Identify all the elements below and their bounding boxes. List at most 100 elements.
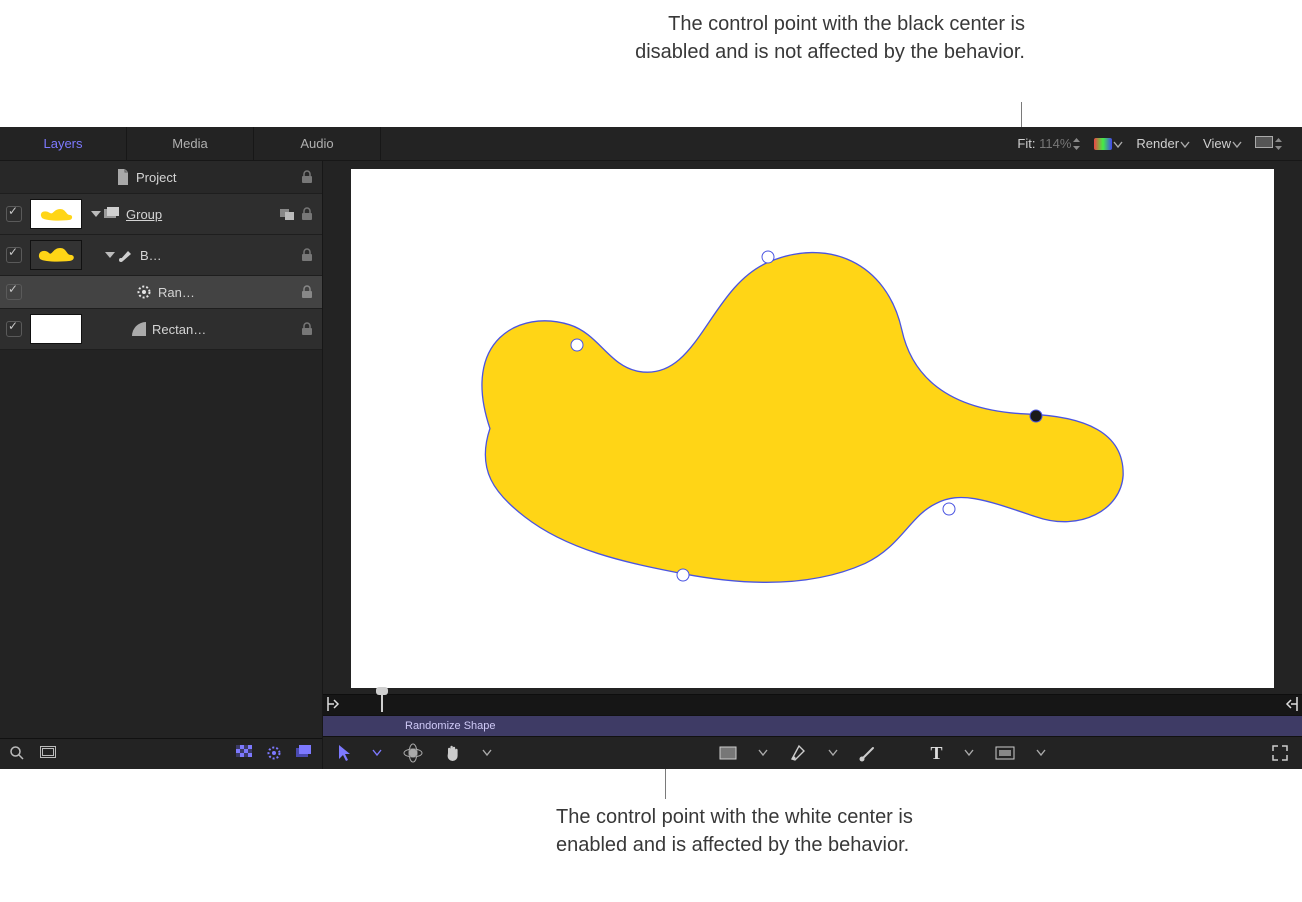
callout-bottom-text: The control point with the white center … [556,806,913,856]
search-icon[interactable] [10,746,24,763]
mask-tool-icon[interactable] [995,746,1015,760]
control-point[interactable] [943,502,956,515]
row-behavior[interactable]: Ran… [0,276,322,309]
row-rectangle[interactable]: Rectan… [0,309,322,350]
expand-icon[interactable] [1272,745,1288,761]
rectangle-tool-icon[interactable] [719,746,737,760]
stack-icon[interactable] [296,745,312,764]
lock-icon[interactable] [300,322,314,336]
chevron-down-icon[interactable] [373,750,381,756]
tab-audio[interactable]: Audio [254,127,381,160]
fit-label: Fit: [1017,136,1035,151]
bezier-thumbnail [30,240,82,270]
callout-top-text: The control point with the black center … [635,13,1025,63]
hand-tool-icon[interactable] [445,744,461,762]
row-group[interactable]: Group [0,194,322,235]
topbar: Layers Media Audio Fit: 114% Ren [0,127,1302,161]
rgb-swatch-icon [1094,138,1112,150]
tab-layers-label: Layers [43,136,82,151]
fit-control[interactable]: Fit: 114% [1017,136,1080,151]
chevron-down-icon[interactable] [483,750,491,756]
visibility-checkbox[interactable] [6,247,22,263]
disclosure-icon[interactable] [104,250,116,260]
layers-list: Project Group [0,161,322,738]
chevron-down-icon [1233,136,1241,151]
chevron-down-icon [1181,136,1189,151]
viewport[interactable] [351,169,1274,688]
canvas-area: Randomize Shape T [323,161,1302,769]
tab-media-label: Media [172,136,207,151]
in-point-icon[interactable] [328,697,338,714]
bezier-label: B… [140,248,300,263]
app-window: Layers Media Audio Fit: 114% Ren [0,127,1302,768]
document-icon [116,169,130,185]
lock-icon[interactable] [300,207,314,221]
tab-audio-label: Audio [300,136,333,151]
group-thumbnail [30,199,82,229]
fit-value: 114% [1039,136,1071,151]
blend-icon[interactable] [280,208,294,220]
gear-icon[interactable] [266,745,282,764]
control-point[interactable] [677,568,690,581]
gear-icon [136,284,152,300]
row-project[interactable]: Project [0,161,322,194]
viewport-wrap [323,161,1302,694]
lock-icon[interactable] [300,248,314,262]
checkbox-placeholder [6,169,22,185]
aspect-icon [1255,136,1273,151]
group-label: Group [126,207,280,222]
chevron-down-icon [1114,136,1122,151]
lock-icon[interactable] [300,170,314,184]
sidebar: Project Group [0,161,323,769]
view-label: View [1203,136,1231,151]
chevron-down-icon[interactable] [829,750,837,756]
visibility-checkbox[interactable] [6,321,22,337]
shape-svg [351,169,1274,688]
checkerboard-icon[interactable] [236,745,252,764]
layers-stack-icon [104,207,120,221]
callout-top: The control point with the black center … [595,10,1025,66]
disclosure-icon[interactable] [90,209,102,219]
lock-icon[interactable] [300,285,314,299]
row-bezier[interactable]: B… [0,235,322,276]
text-tool-icon[interactable]: T [931,743,943,764]
callout-bottom: The control point with the white center … [556,803,986,859]
aspect-menu[interactable] [1255,136,1282,151]
view-menu[interactable]: View [1203,136,1241,151]
project-label: Project [136,170,300,185]
topbar-right: Fit: 114% Render View [1017,127,1302,160]
timeline-clip[interactable]: Randomize Shape [323,715,1302,736]
rectangle-label: Rectan… [152,322,300,337]
tab-layers[interactable]: Layers [0,127,127,160]
canvas-toolbar: T [323,736,1302,769]
tab-media[interactable]: Media [127,127,254,160]
main: Project Group [0,161,1302,769]
select-tool-icon[interactable] [337,745,351,761]
color-channels-menu[interactable] [1094,136,1122,151]
chevron-down-icon[interactable] [1037,750,1045,756]
behavior-label: Ran… [158,285,300,300]
stepper-icon [1275,138,1282,150]
render-label: Render [1136,136,1179,151]
render-menu[interactable]: Render [1136,136,1189,151]
visibility-checkbox[interactable] [6,206,22,222]
visibility-checkbox[interactable] [6,284,22,300]
mini-timeline[interactable] [323,694,1302,715]
out-point-icon[interactable] [1287,697,1297,714]
chevron-down-icon[interactable] [759,750,767,756]
playhead[interactable] [381,694,383,712]
orbit-3d-icon[interactable] [403,743,423,763]
bezier-shape-path[interactable] [482,253,1123,583]
chevron-down-icon[interactable] [965,750,973,756]
shape-icon [132,322,146,336]
frame-icon[interactable] [40,746,56,763]
rectangle-thumbnail [30,314,82,344]
sidebar-footer [0,738,322,769]
brush-tool-icon[interactable] [859,744,877,762]
timeline-clip-label: Randomize Shape [405,720,496,732]
pen-tool-icon[interactable] [789,744,807,762]
control-point[interactable] [1029,409,1042,422]
control-point[interactable] [571,339,584,352]
stepper-icon [1073,138,1080,150]
control-point[interactable] [762,251,775,264]
